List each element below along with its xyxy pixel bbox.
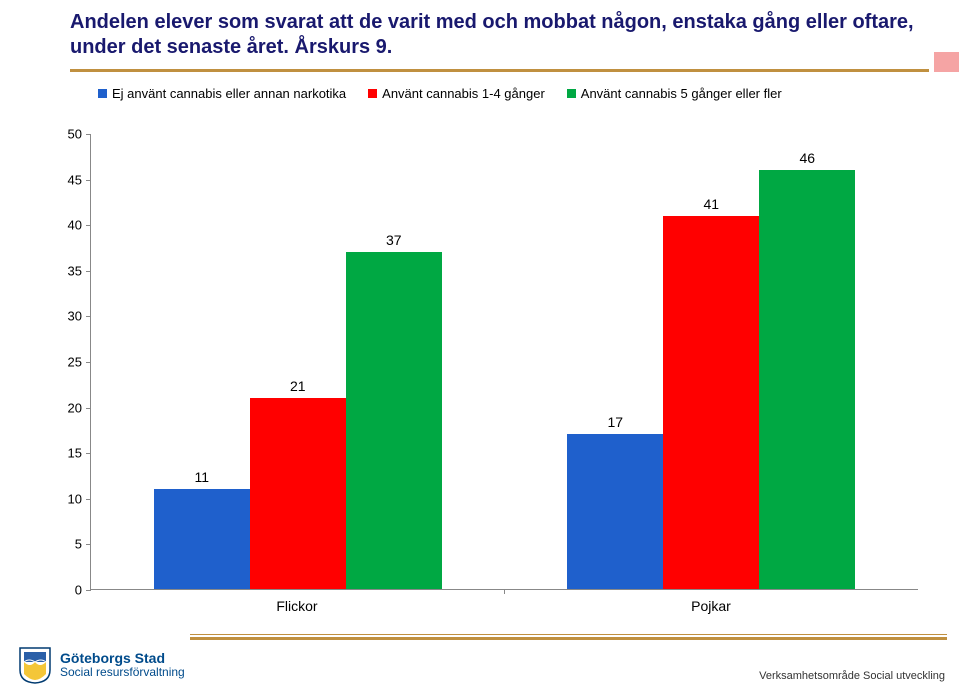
x-axis-label: Flickor bbox=[90, 598, 504, 614]
chart-title: Andelen elever som svarat att de varit m… bbox=[70, 10, 919, 60]
footer-rule-thin bbox=[190, 634, 947, 635]
footer-logo: Göteborgs Stad Social resursförvaltning bbox=[18, 646, 185, 684]
y-tick-label: 50 bbox=[68, 127, 82, 142]
bar-group: 174146 bbox=[505, 134, 919, 589]
logo-city-name: Göteborgs Stad bbox=[60, 651, 185, 666]
legend-swatch bbox=[567, 89, 576, 98]
legend-swatch bbox=[368, 89, 377, 98]
legend-item: Använt cannabis 5 gånger eller fler bbox=[567, 86, 782, 101]
y-tick-label: 20 bbox=[68, 400, 82, 415]
group-divider bbox=[504, 589, 505, 594]
bar-chart: 05101520253035404550 112137174146 Flicko… bbox=[58, 134, 918, 614]
y-tick-mark bbox=[86, 180, 91, 181]
y-tick-mark bbox=[86, 362, 91, 363]
footer-right-text: Verksamhetsområde Social utveckling bbox=[759, 670, 945, 682]
y-tick-label: 40 bbox=[68, 218, 82, 233]
bar: 17 bbox=[567, 434, 663, 589]
y-tick-label: 35 bbox=[68, 263, 82, 278]
y-tick-label: 0 bbox=[75, 583, 82, 598]
bar-value-label: 11 bbox=[154, 469, 250, 485]
bar: 41 bbox=[663, 216, 759, 589]
bar-value-label: 21 bbox=[250, 378, 346, 394]
footer-rule-thick bbox=[190, 637, 947, 640]
x-axis-labels: FlickorPojkar bbox=[90, 598, 918, 614]
pink-accent-box bbox=[934, 52, 959, 72]
y-tick-mark bbox=[86, 453, 91, 454]
bar-value-label: 41 bbox=[663, 196, 759, 212]
y-tick-mark bbox=[86, 408, 91, 409]
y-tick-mark bbox=[86, 544, 91, 545]
footer: Göteborgs Stad Social resursförvaltning … bbox=[0, 634, 959, 690]
y-tick-mark bbox=[86, 590, 91, 591]
legend-label: Använt cannabis 1-4 gånger bbox=[382, 86, 545, 101]
y-tick-mark bbox=[86, 499, 91, 500]
y-tick-label: 5 bbox=[75, 537, 82, 552]
bar: 46 bbox=[759, 170, 855, 589]
y-axis: 05101520253035404550 bbox=[58, 134, 86, 614]
y-tick-label: 15 bbox=[68, 446, 82, 461]
city-emblem-icon bbox=[18, 646, 52, 684]
logo-text: Göteborgs Stad Social resursförvaltning bbox=[60, 651, 185, 680]
logo-department: Social resursförvaltning bbox=[60, 666, 185, 679]
x-axis-label: Pojkar bbox=[504, 598, 918, 614]
legend-item: Använt cannabis 1-4 gånger bbox=[368, 86, 545, 101]
bar-value-label: 37 bbox=[346, 232, 442, 248]
legend-label: Använt cannabis 5 gånger eller fler bbox=[581, 86, 782, 101]
legend-item: Ej använt cannabis eller annan narkotika bbox=[98, 86, 346, 101]
bar-value-label: 46 bbox=[759, 150, 855, 166]
legend-label: Ej använt cannabis eller annan narkotika bbox=[112, 86, 346, 101]
y-tick-mark bbox=[86, 225, 91, 226]
title-area: Andelen elever som svarat att de varit m… bbox=[0, 0, 959, 65]
legend-swatch bbox=[98, 89, 107, 98]
y-tick-label: 25 bbox=[68, 355, 82, 370]
plot-area: 112137174146 bbox=[90, 134, 918, 590]
y-tick-mark bbox=[86, 316, 91, 317]
y-tick-label: 30 bbox=[68, 309, 82, 324]
bar-value-label: 17 bbox=[567, 414, 663, 430]
bar: 21 bbox=[250, 398, 346, 589]
y-tick-mark bbox=[86, 134, 91, 135]
bar-groups: 112137174146 bbox=[91, 134, 918, 589]
legend: Ej använt cannabis eller annan narkotika… bbox=[0, 72, 959, 101]
y-tick-label: 10 bbox=[68, 491, 82, 506]
y-tick-mark bbox=[86, 271, 91, 272]
y-tick-label: 45 bbox=[68, 172, 82, 187]
bar-group: 112137 bbox=[91, 134, 505, 589]
bar: 37 bbox=[346, 252, 442, 589]
bar: 11 bbox=[154, 489, 250, 589]
